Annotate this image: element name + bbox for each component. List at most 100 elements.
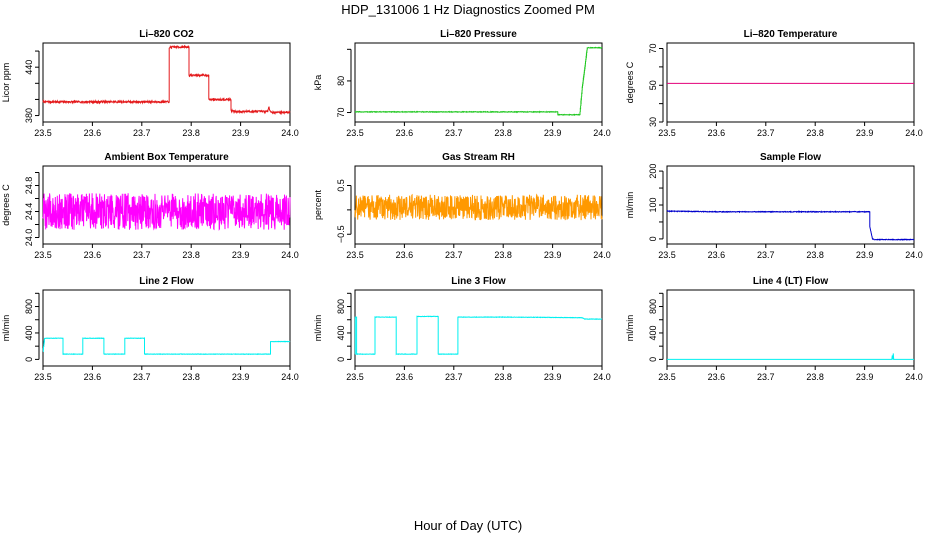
series-line	[354, 315, 603, 356]
x-tick-label: 23.9	[856, 250, 874, 260]
x-tick-label: 24.0	[905, 372, 923, 382]
series-line	[666, 209, 915, 241]
y-tick-label: 800	[648, 299, 658, 314]
y-tick-label: 70	[648, 44, 658, 54]
x-tick-label: 24.0	[593, 128, 611, 138]
x-tick-label: 23.7	[133, 128, 151, 138]
x-tick-label: 23.9	[232, 128, 250, 138]
y-axis-label: ml/min	[625, 192, 635, 219]
y-tick-label: 0	[648, 357, 658, 362]
chart-panel-co2: Li–820 CO2 Licor ppm 23.5 23.6 23.7 23.8 23.9 2…	[1, 29, 299, 138]
y-tick-label: 0.5	[336, 179, 346, 192]
y-tick-label: −0.5	[336, 225, 346, 243]
x-tick-label: 23.5	[658, 128, 676, 138]
x-tick-label: 23.8	[806, 250, 824, 260]
plot-frame	[354, 42, 603, 123]
x-tick-label: 24.0	[281, 250, 299, 260]
y-tick-label: 24.8	[24, 177, 34, 195]
y-tick-label: 80	[336, 76, 346, 86]
x-tick-label: 23.6	[396, 372, 414, 382]
chart-panel-rh: Gas Stream RH percent 23.5 23.6 23.7 23.8 23.9…	[313, 152, 611, 260]
x-tick-label: 24.0	[905, 250, 923, 260]
y-tick-label: 0	[648, 236, 658, 241]
x-tick-label: 23.5	[346, 250, 364, 260]
chart-title: Line 2 Flow	[139, 276, 194, 287]
y-axis-label: Licor ppm	[1, 63, 11, 103]
x-tick-label: 23.5	[346, 128, 364, 138]
x-tick-label: 23.6	[84, 372, 102, 382]
chart-title: Li–820 Pressure	[440, 29, 517, 40]
y-tick-label: 0	[24, 357, 34, 362]
chart-title: Ambient Box Temperature	[104, 152, 229, 163]
y-tick-label: 400	[648, 325, 658, 340]
x-tick-label: 23.8	[806, 128, 824, 138]
y-tick-label: 30	[648, 117, 658, 127]
x-tick-label: 23.5	[346, 372, 364, 382]
y-tick-label: 50	[648, 80, 658, 90]
plot-frame	[42, 289, 291, 367]
chart-title: Line 4 (LT) Flow	[753, 276, 829, 287]
chart-title: Li–820 CO2	[139, 29, 194, 40]
chart-panel-line3-flow: Line 3 Flow ml/min 23.5 23.6 23.7 23.8 23.9 24.…	[313, 276, 611, 382]
chart-panel-pressure: Li–820 Pressure kPa 23.5 23.6 23.7 23.8 23.9 24…	[313, 29, 611, 138]
x-tick-label: 23.9	[856, 372, 874, 382]
y-tick-label: 400	[24, 325, 34, 340]
y-tick-label: 24.4	[24, 203, 34, 221]
x-tick-label: 23.7	[445, 372, 463, 382]
x-tick-label: 23.9	[232, 250, 250, 260]
series-line	[42, 44, 291, 116]
x-tick-label: 23.6	[84, 250, 102, 260]
series-line	[42, 336, 291, 356]
y-axis-label: percent	[313, 189, 323, 220]
y-axis-label: kPa	[313, 75, 323, 91]
x-tick-label: 23.7	[133, 250, 151, 260]
y-axis-label: degrees C	[625, 61, 635, 103]
page-title: HDP_131006 1 Hz Diagnostics Zoomed PM	[341, 2, 595, 17]
x-tick-label: 23.7	[445, 128, 463, 138]
plot-frame	[666, 42, 915, 123]
x-tick-label: 23.9	[856, 128, 874, 138]
x-tick-label: 24.0	[593, 250, 611, 260]
x-tick-label: 23.7	[757, 372, 775, 382]
plot-frame	[666, 289, 915, 367]
x-tick-label: 23.6	[396, 250, 414, 260]
y-axis-label: degrees C	[1, 184, 11, 226]
x-tick-label: 23.8	[494, 128, 512, 138]
x-tick-label: 23.7	[757, 250, 775, 260]
x-tick-label: 23.9	[544, 250, 562, 260]
y-tick-label: 70	[336, 108, 346, 118]
chart-panel-li820-temp: Li–820 Temperature degrees C 23.5 23.6 23.7 2…	[625, 29, 923, 138]
x-tick-label: 23.5	[34, 372, 52, 382]
y-tick-label: 400	[336, 325, 346, 340]
x-tick-label: 23.9	[544, 372, 562, 382]
plot-frame	[354, 165, 603, 245]
y-tick-label: 440	[24, 60, 34, 75]
x-tick-label: 23.8	[806, 372, 824, 382]
chart-title: Line 3 Flow	[451, 276, 506, 287]
x-tick-label: 23.7	[445, 250, 463, 260]
series-line	[354, 193, 603, 221]
x-tick-label: 23.6	[84, 128, 102, 138]
x-tick-label: 23.5	[34, 250, 52, 260]
x-tick-label: 24.0	[593, 372, 611, 382]
x-tick-label: 23.8	[182, 128, 200, 138]
x-tick-label: 23.8	[182, 250, 200, 260]
y-tick-label: 0	[336, 357, 346, 362]
x-tick-label: 23.8	[182, 372, 200, 382]
chart-title: Li–820 Temperature	[744, 29, 838, 40]
chart-title: Sample Flow	[760, 152, 821, 163]
chart-panel-line4-flow: Line 4 (LT) Flow ml/min 23.5 23.6 23.7 23.8 23…	[625, 276, 923, 382]
y-tick-label: 800	[336, 299, 346, 314]
y-axis-label: ml/min	[625, 315, 635, 342]
series-line	[667, 353, 914, 360]
x-tick-label: 23.6	[708, 250, 726, 260]
plot-frame	[666, 165, 915, 245]
x-tick-label: 23.5	[34, 128, 52, 138]
x-tick-label: 23.9	[544, 128, 562, 138]
y-axis-label: ml/min	[313, 315, 323, 342]
x-tick-label: 23.5	[658, 250, 676, 260]
x-tick-label: 23.8	[494, 250, 512, 260]
x-tick-label: 23.7	[133, 372, 151, 382]
chart-panel-line2-flow: Line 2 Flow ml/min 23.5 23.6 23.7 23.8 23.9 24.…	[1, 276, 299, 382]
x-tick-label: 23.6	[708, 128, 726, 138]
